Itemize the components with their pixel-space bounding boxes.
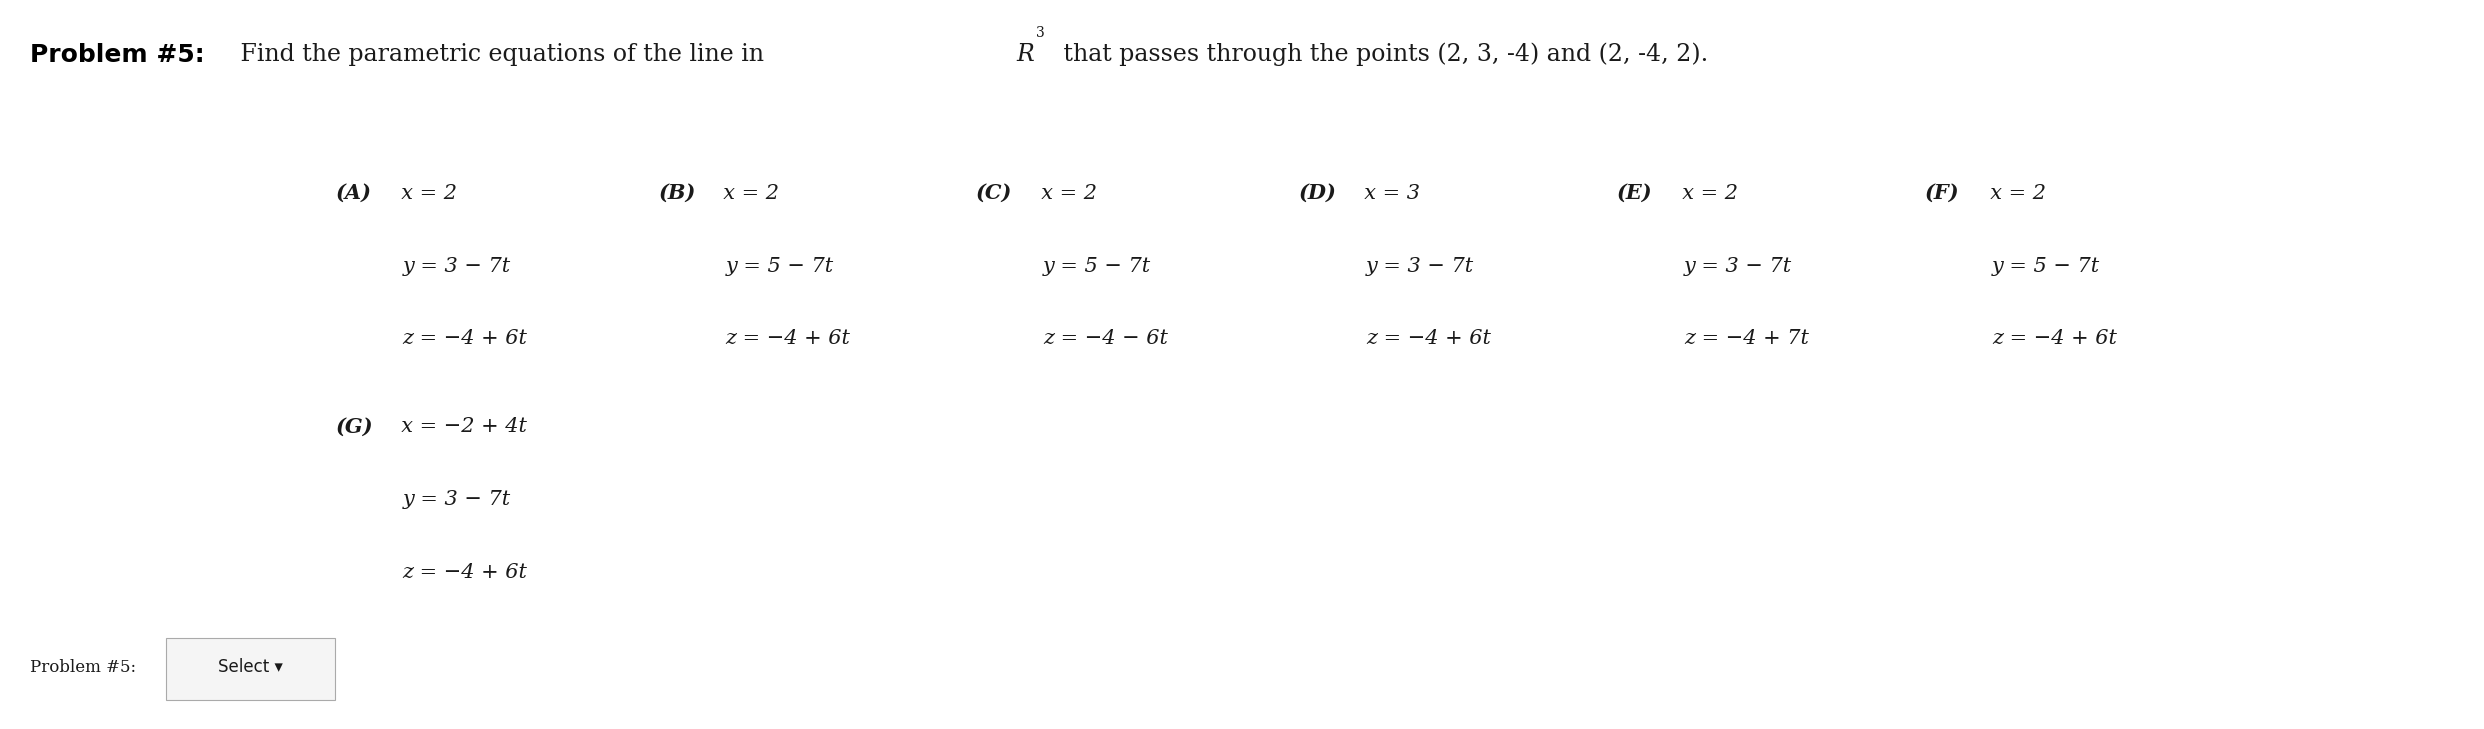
Text: that passes through the points (2, 3, -4) and (2, -4, 2).: that passes through the points (2, 3, -4… [1056, 43, 1709, 66]
Text: (G): (G) [335, 416, 373, 437]
Text: y = 3 − 7t: y = 3 − 7t [402, 257, 512, 276]
Text: z = −4 + 6t: z = −4 + 6t [402, 330, 527, 348]
Text: Select ▾: Select ▾ [219, 658, 283, 676]
Text: z = −4 − 6t: z = −4 − 6t [1043, 330, 1167, 348]
Text: z = −4 + 6t: z = −4 + 6t [1992, 330, 2116, 348]
Text: (D): (D) [1299, 183, 1336, 203]
Text: y = 5 − 7t: y = 5 − 7t [1992, 257, 2101, 276]
Text: (E): (E) [1617, 183, 1652, 203]
Text: z = −4 + 6t: z = −4 + 6t [725, 330, 850, 348]
Text: R: R [1016, 43, 1033, 66]
Text: Problem #5:: Problem #5: [30, 658, 137, 676]
Text: x = 2: x = 2 [1669, 184, 1739, 203]
Text: z = −4 + 7t: z = −4 + 7t [1684, 330, 1808, 348]
Text: Find the parametric equations of the line in: Find the parametric equations of the lin… [233, 43, 773, 66]
Text: y = 3 − 7t: y = 3 − 7t [402, 490, 512, 509]
Text: 3: 3 [1036, 26, 1046, 40]
Text: x = 2: x = 2 [388, 184, 457, 203]
Text: y = 5 − 7t: y = 5 − 7t [725, 257, 835, 276]
Text: (A): (A) [335, 183, 370, 203]
Text: y = 5 − 7t: y = 5 − 7t [1043, 257, 1153, 276]
Text: z = −4 + 6t: z = −4 + 6t [1366, 330, 1490, 348]
Text: x = 3: x = 3 [1351, 184, 1421, 203]
Text: y = 3 − 7t: y = 3 − 7t [1366, 257, 1475, 276]
Text: (C): (C) [976, 183, 1013, 203]
Text: z = −4 + 6t: z = −4 + 6t [402, 563, 527, 582]
Text: (F): (F) [1925, 183, 1960, 203]
Text: x = 2: x = 2 [1977, 184, 2047, 203]
Text: x = 2: x = 2 [1028, 184, 1098, 203]
Text: x = −2 + 4t: x = −2 + 4t [388, 417, 527, 436]
Text: y = 3 − 7t: y = 3 − 7t [1684, 257, 1793, 276]
Text: x = 2: x = 2 [710, 184, 780, 203]
Text: (B): (B) [658, 183, 696, 203]
Text: Problem #5:: Problem #5: [30, 43, 204, 66]
